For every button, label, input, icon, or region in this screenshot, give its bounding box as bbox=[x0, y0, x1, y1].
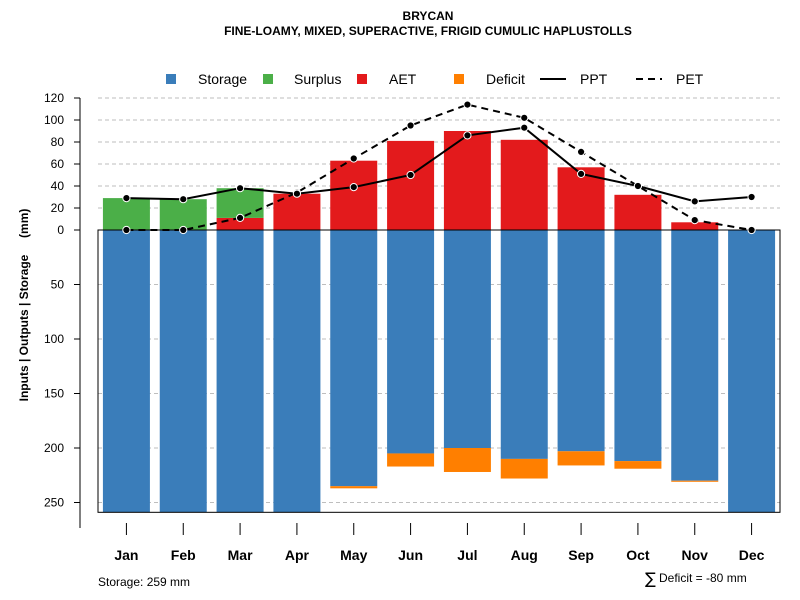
x-tick-label: Sep bbox=[568, 547, 594, 563]
x-tick-label: Jan bbox=[114, 547, 138, 563]
ppt-point bbox=[292, 189, 302, 198]
storage-bar bbox=[614, 230, 662, 462]
ppt-point bbox=[406, 170, 415, 180]
deficit-bar bbox=[671, 480, 719, 482]
ppt-point bbox=[520, 123, 529, 132]
legend: Storage Surplus AET Deficit PPT PET bbox=[166, 71, 704, 87]
x-tick-label: Mar bbox=[228, 547, 253, 563]
y-axis-label: Inputs | Outputs | Storage (mm) bbox=[17, 209, 31, 402]
ppt-point bbox=[235, 184, 245, 193]
storage-bar bbox=[159, 230, 207, 513]
legend-ppt-label: PPT bbox=[580, 71, 608, 87]
pet-point bbox=[747, 225, 756, 235]
legend-storage-label: Storage bbox=[198, 71, 247, 87]
y-tick-label: 150 bbox=[44, 387, 64, 401]
y-tick-label: 40 bbox=[51, 179, 65, 193]
surplus-bar bbox=[216, 188, 264, 218]
storage-bar bbox=[671, 230, 719, 481]
storage-bar bbox=[500, 230, 548, 459]
y-tick-label: 80 bbox=[51, 135, 65, 149]
legend-pet-label: PET bbox=[676, 71, 704, 87]
ppt-point bbox=[122, 194, 131, 203]
chart-title: BRYCAN bbox=[403, 9, 454, 23]
lines bbox=[122, 100, 756, 235]
legend-aet-swatch bbox=[357, 74, 367, 84]
ppt-point bbox=[747, 192, 756, 202]
x-tick-label: Oct bbox=[626, 547, 650, 563]
ppt-point bbox=[576, 169, 586, 178]
deficit-bar bbox=[614, 461, 662, 469]
storage-bar bbox=[728, 230, 776, 513]
storage-bar bbox=[387, 230, 435, 454]
y-tick-label: 50 bbox=[51, 278, 65, 292]
y-tick-label: 100 bbox=[44, 332, 64, 346]
x-tick-label: Nov bbox=[682, 547, 709, 563]
storage-bar bbox=[330, 230, 378, 487]
legend-aet-label: AET bbox=[389, 71, 417, 87]
ppt-point bbox=[349, 183, 358, 192]
storage-bar bbox=[443, 230, 491, 448]
ppt-point bbox=[463, 131, 472, 140]
aet-bar bbox=[671, 222, 719, 230]
deficit-bar bbox=[500, 458, 548, 479]
x-tick-label: Jul bbox=[457, 547, 477, 563]
pet-point bbox=[235, 213, 245, 222]
sum-symbol: ∑ bbox=[645, 569, 656, 588]
y-tick-label: 60 bbox=[51, 157, 65, 171]
legend-surplus-label: Surplus bbox=[294, 71, 341, 87]
y-tick-label: 250 bbox=[44, 496, 64, 510]
y-tick-label: 0 bbox=[57, 223, 64, 237]
surplus-bar bbox=[102, 198, 150, 230]
deficit-bar bbox=[557, 451, 605, 466]
gridlines bbox=[98, 97, 780, 503]
chart-subtitle: FINE-LOAMY, MIXED, SUPERACTIVE, FRIGID C… bbox=[224, 24, 632, 38]
ppt-point bbox=[690, 197, 699, 206]
pet-point bbox=[122, 225, 131, 235]
pet-point bbox=[690, 216, 699, 225]
ppt-point bbox=[633, 181, 643, 191]
pet-point bbox=[576, 147, 586, 156]
y-tick-label: 120 bbox=[44, 91, 64, 105]
x-tick-label: Apr bbox=[285, 547, 310, 563]
deficit-bar bbox=[443, 448, 491, 472]
deficit-bar bbox=[387, 453, 435, 467]
legend-deficit-swatch bbox=[454, 74, 464, 84]
y-tick-label: 100 bbox=[44, 113, 64, 127]
axes: 0 20 40 60 80 100 120 50 100 150 200 250 Jan Feb Mar Ap… bbox=[44, 91, 781, 563]
aet-bar bbox=[387, 140, 435, 230]
pet-point bbox=[349, 154, 358, 163]
storage-bar bbox=[273, 230, 321, 513]
legend-deficit-label: Deficit bbox=[486, 71, 525, 87]
pet-point bbox=[520, 113, 529, 122]
x-tick-label: May bbox=[340, 547, 367, 563]
x-tick-label: Aug bbox=[511, 547, 538, 563]
y-tick-label: 200 bbox=[44, 441, 64, 455]
pet-point bbox=[406, 121, 415, 130]
x-tick-label: Dec bbox=[739, 547, 765, 563]
ppt-line bbox=[126, 126, 752, 203]
bars bbox=[102, 131, 776, 513]
surplus-bar bbox=[159, 199, 207, 230]
storage-note: Storage: 259 mm bbox=[98, 575, 190, 589]
storage-bar bbox=[216, 230, 264, 513]
legend-storage-swatch bbox=[166, 74, 176, 84]
x-tick-label: Jun bbox=[398, 547, 423, 563]
y-tick-label: 20 bbox=[51, 201, 65, 215]
pet-point bbox=[179, 225, 188, 235]
legend-surplus-swatch bbox=[263, 74, 273, 84]
aet-bar bbox=[500, 139, 548, 230]
deficit-bar bbox=[330, 486, 378, 489]
pet-point bbox=[463, 100, 472, 109]
deficit-note: Deficit = -80 mm bbox=[659, 571, 747, 585]
storage-bar bbox=[102, 230, 150, 513]
ppt-point bbox=[179, 195, 188, 204]
storage-bar bbox=[557, 230, 605, 452]
aet-bar bbox=[330, 160, 378, 230]
x-tick-label: Feb bbox=[171, 547, 196, 563]
pet-line bbox=[126, 103, 752, 231]
storage-frame bbox=[97, 229, 781, 513]
aet-bar bbox=[614, 194, 662, 230]
